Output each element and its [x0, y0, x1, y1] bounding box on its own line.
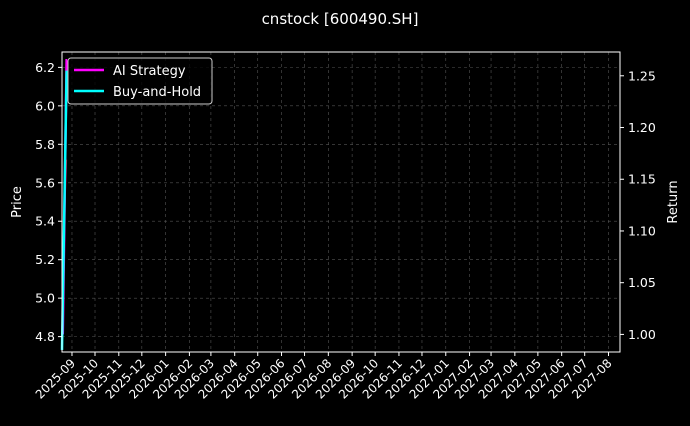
y-axis-right: 1.00 1.05 1.10 1.15 1.20 1.25 [620, 68, 656, 342]
y-tick-label-right: 1.10 [628, 223, 656, 238]
series-lines [60, 59, 68, 350]
x-axis: 2025-092025-102025-112025-122026-012026-… [33, 352, 615, 402]
y-tick-label-right: 1.05 [628, 275, 656, 290]
y-tick-label-right: 1.20 [628, 120, 656, 135]
y-tick-label-right: 1.00 [628, 327, 656, 342]
y-tick-label-left: 6.2 [35, 60, 55, 75]
series-line-buy-and-hold [60, 70, 68, 350]
legend-label-buy-and-hold: Buy-and-Hold [113, 85, 201, 100]
y-tick-label-left: 5.2 [35, 252, 55, 267]
y-axis-left: 4.8 5.0 5.2 5.4 5.6 5.8 6.0 6.2 [35, 60, 62, 344]
plot-frame [61, 51, 621, 353]
y-tick-label-left: 5.6 [35, 175, 55, 190]
grid [62, 52, 620, 352]
y-tick-label-right: 1.25 [628, 68, 656, 83]
y-tick-label-left: 5.4 [35, 214, 55, 229]
y-tick-label-left: 5.8 [35, 137, 55, 152]
y-axis-left-label: Price [10, 186, 25, 218]
y-tick-label-left: 5.0 [35, 291, 55, 306]
y-tick-label-left: 4.8 [35, 329, 55, 344]
legend-label-ai-strategy: AI Strategy [113, 64, 186, 79]
y-axis-right-label: Return [666, 180, 681, 223]
legend: AI Strategy Buy-and-Hold [67, 57, 213, 105]
y-tick-label-right: 1.15 [628, 172, 656, 187]
chart-title: cnstock [600490.SH] [262, 10, 419, 28]
y-tick-label-left: 6.0 [35, 98, 55, 113]
